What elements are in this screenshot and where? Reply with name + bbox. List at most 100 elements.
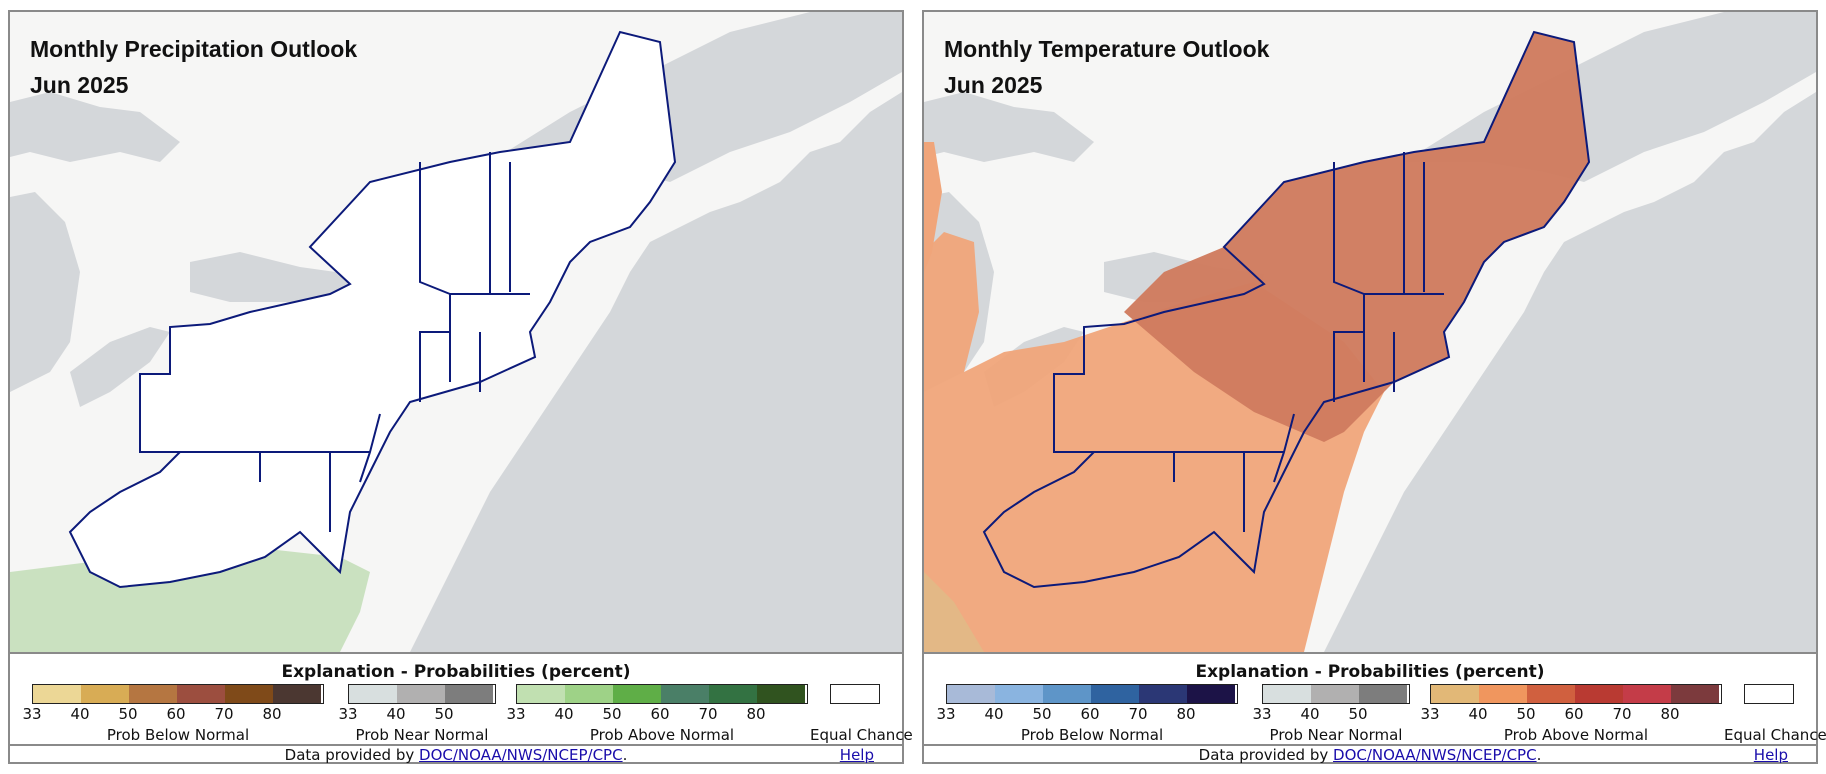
map-title: Monthly Precipitation Outlook <box>30 36 358 62</box>
help-link[interactable]: Help <box>1753 746 1788 764</box>
legend-swatch <box>349 685 397 703</box>
lake-superior <box>924 92 1094 162</box>
data-credit: Data provided by DOC/NOAA/NWS/NCEP/CPC. <box>10 746 902 764</box>
legend-swatch <box>613 685 661 703</box>
lake-huron <box>10 192 80 392</box>
legend-tick-label: 60 <box>1564 705 1584 723</box>
legend-swatch <box>397 685 445 703</box>
legend-swatch <box>517 685 565 703</box>
legend-tick-label: 50 <box>434 705 454 723</box>
legend-above-label: Prob Above Normal <box>589 726 735 744</box>
precipitation-outlook-panel: Monthly Precipitation Outlook Jun 2025 E… <box>8 10 913 764</box>
legend-tick-label: 60 <box>650 705 670 723</box>
state-lines <box>1053 152 1444 532</box>
legend-swatch <box>1043 685 1091 703</box>
temperature-outlook-panel: Monthly Temperature Outlook Jun 2025 Exp… <box>922 10 1826 764</box>
data-credit: Data provided by DOC/NOAA/NWS/NCEP/CPC. <box>924 746 1816 764</box>
northeast-states <box>982 30 1591 589</box>
temp-above-50-region <box>1124 32 1589 442</box>
temperature-map[interactable]: Monthly Temperature Outlook Jun 2025 <box>924 12 1816 654</box>
legend-swatch <box>1263 685 1311 703</box>
legend-swatch <box>1623 685 1671 703</box>
lake-erie <box>70 327 170 407</box>
legend-below-normal: 33 40 50 60 70 80 Prob Below Normal <box>22 684 324 744</box>
legend-swatch <box>177 685 225 703</box>
legend-near-normal: 33 40 50 Prob Near Normal <box>1252 684 1410 744</box>
legend-tick-label: 40 <box>386 705 406 723</box>
credit-link[interactable]: DOC/NOAA/NWS/NCEP/CPC <box>1333 746 1537 764</box>
legend-title: Explanation - Probabilities (percent) <box>1195 662 1545 682</box>
legend-below-normal: 33 40 50 60 70 80 Prob Below Normal <box>936 684 1238 744</box>
legend-tick-label: 70 <box>214 705 234 723</box>
precipitation-map[interactable]: Monthly Precipitation Outlook Jun 2025 <box>10 12 902 654</box>
legend-above-ticks: 33 40 50 60 70 80 <box>506 704 808 723</box>
legend-swatch <box>1187 685 1235 703</box>
equal-chance-swatch <box>830 684 880 704</box>
legend-below-swatches <box>946 684 1238 704</box>
equal-chance-swatch <box>1744 684 1794 704</box>
legend-tick-label: 50 <box>1348 705 1368 723</box>
map-period: Jun 2025 <box>30 72 129 98</box>
legend-above-normal: 33 40 50 60 70 80 Prob Above Normal <box>506 684 808 744</box>
legend-below-ticks: 33 40 50 60 70 80 <box>22 704 324 723</box>
legend-above-swatches <box>516 684 808 704</box>
legend-swatch <box>565 685 613 703</box>
legend-swatch <box>1359 685 1407 703</box>
legend-swatch <box>273 685 321 703</box>
legend-tick-label: 60 <box>1080 705 1100 723</box>
legend-swatch <box>129 685 177 703</box>
legend-title: Explanation - Probabilities (percent) <box>281 662 631 682</box>
legend-tick-label: 33 <box>1252 705 1272 723</box>
temp-near-region <box>924 572 984 652</box>
lake-ontario <box>190 252 350 302</box>
equal-chance-label: Equal Chance <box>810 726 913 744</box>
credit-link[interactable]: DOC/NOAA/NWS/NCEP/CPC <box>419 746 623 764</box>
lake-superior <box>10 92 180 162</box>
legend-tick-label: 40 <box>554 705 574 723</box>
legend-swatch <box>947 685 995 703</box>
legend-near-ticks: 33 40 50 <box>1252 704 1410 723</box>
legend-near-ticks: 33 40 50 <box>338 704 496 723</box>
legend-above-normal: 33 40 50 60 70 80 Prob Above Normal <box>1420 684 1722 744</box>
legend-above-swatches <box>1430 684 1722 704</box>
legend: Explanation - Probabilities (percent) 33… <box>924 654 1826 746</box>
credit-prefix: Data provided by <box>1198 746 1329 764</box>
legend-swatch <box>709 685 757 703</box>
legend-near-label: Prob Near Normal <box>1269 726 1403 744</box>
legend-swatch <box>661 685 709 703</box>
legend-tick-label: 40 <box>984 705 1004 723</box>
legend-tick-label: 80 <box>1660 705 1680 723</box>
legend-tick-label: 60 <box>166 705 186 723</box>
temp-above-west-strip <box>924 142 942 272</box>
legend-swatch <box>1431 685 1479 703</box>
state-lines <box>139 152 530 532</box>
credit-prefix: Data provided by <box>284 746 415 764</box>
help-link[interactable]: Help <box>839 746 874 764</box>
legend-tick-label: 50 <box>118 705 138 723</box>
legend-above-label: Prob Above Normal <box>1503 726 1649 744</box>
legend-below-label: Prob Below Normal <box>1020 726 1164 744</box>
footer: Data provided by DOC/NOAA/NWS/NCEP/CPC. … <box>924 746 1816 764</box>
northeast-states <box>68 30 677 589</box>
legend-tick-label: 40 <box>1468 705 1488 723</box>
temperature-map-svg <box>924 12 1816 652</box>
legend-near-swatches <box>1262 684 1410 704</box>
legend-tick-label: 70 <box>1128 705 1148 723</box>
legend-tick-label: 80 <box>1176 705 1196 723</box>
map-title: Monthly Temperature Outlook <box>944 36 1270 62</box>
map-period: Jun 2025 <box>944 72 1043 98</box>
legend-below-ticks: 33 40 50 60 70 80 <box>936 704 1238 723</box>
legend-near-swatches <box>348 684 496 704</box>
legend-near-label: Prob Near Normal <box>355 726 489 744</box>
equal-chance-label: Equal Chance <box>1724 726 1826 744</box>
legend-tick-label: 33 <box>338 705 358 723</box>
legend: Explanation - Probabilities (percent) 33… <box>10 654 913 746</box>
footer: Data provided by DOC/NOAA/NWS/NCEP/CPC. … <box>10 746 902 764</box>
legend-swatch <box>445 685 493 703</box>
credit-suffix: . <box>622 746 628 764</box>
legend-tick-label: 70 <box>698 705 718 723</box>
legend-swatch <box>757 685 805 703</box>
legend-swatch <box>995 685 1043 703</box>
legend-near-normal: 33 40 50 Prob Near Normal <box>338 684 496 744</box>
legend-swatch <box>1527 685 1575 703</box>
